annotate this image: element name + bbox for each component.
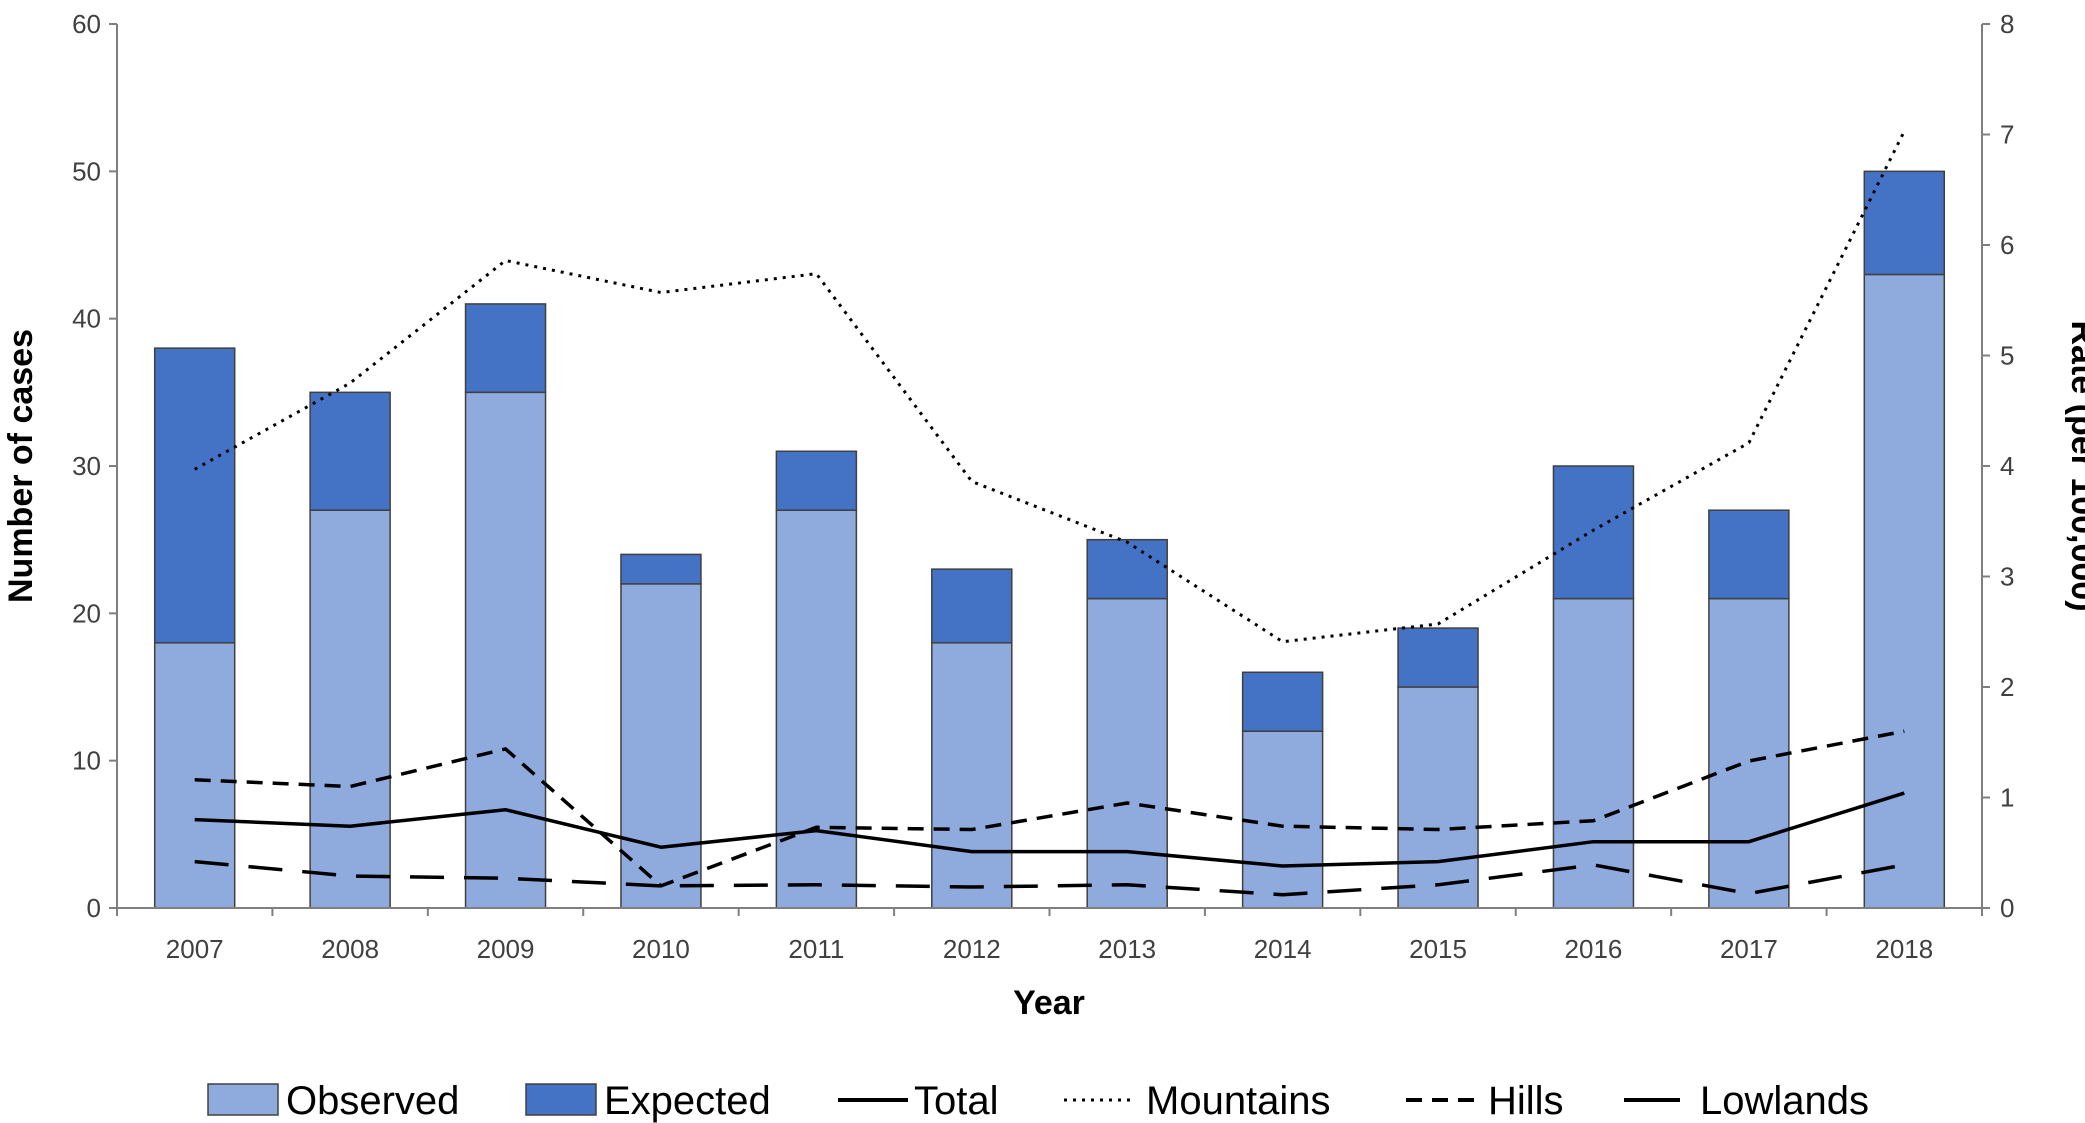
x-tick-label: 2011 [788, 934, 844, 964]
bar-observed-2016 [1552, 597, 1635, 909]
legend-label-hills: Hills [1488, 1079, 1564, 1123]
y-tick-label: 20 [72, 598, 101, 628]
x-tick-label: 2012 [943, 934, 1001, 964]
lines-layer [193, 130, 1906, 897]
legend-swatch-observed [207, 1083, 279, 1116]
y2-tick-label: 5 [2000, 341, 2014, 371]
legend: Observed Expected Total Mountains Hills … [207, 1079, 1869, 1123]
bar-observed-2013 [1086, 597, 1168, 909]
x-tick-label: 2009 [477, 934, 535, 964]
y2-tick-label: 6 [2000, 230, 2014, 260]
legend-label-total: Total [914, 1079, 999, 1123]
x-tick-label: 2008 [321, 934, 379, 964]
bar-observed-2018 [1863, 273, 1946, 909]
x-tick-label: 2018 [1875, 934, 1933, 964]
bar-expected-2010 [620, 553, 702, 585]
bar-expected-2016 [1552, 465, 1635, 600]
x-tick-label: 2007 [166, 934, 224, 964]
bar-observed-2008 [309, 509, 391, 909]
y2-tick-label: 0 [2000, 893, 2014, 923]
bar-expected-2012 [931, 568, 1013, 644]
bar-observed-2010 [620, 583, 702, 909]
legend-label-observed: Observed [286, 1079, 459, 1123]
bar-expected-2017 [1708, 509, 1790, 600]
bar-expected-2007 [153, 347, 236, 644]
x-tick-label: 2014 [1254, 934, 1312, 964]
y2-tick-label: 8 [2000, 9, 2014, 39]
legend-label-expected: Expected [604, 1079, 771, 1123]
y2-tick-label: 4 [2000, 451, 2014, 481]
bar-observed-2007 [153, 642, 236, 909]
bar-observed-2012 [931, 642, 1013, 909]
y2-axis-title: Rate (per 100,000) [2064, 320, 2085, 611]
bar-expected-2018 [1863, 170, 1946, 276]
x-tick-label: 2015 [1409, 934, 1467, 964]
bar-observed-2009 [464, 391, 547, 909]
y2-tick-label: 1 [2000, 783, 2014, 813]
bar-expected-2011 [775, 450, 858, 511]
legend-label-mountains: Mountains [1146, 1079, 1331, 1123]
ticks-layer: 0 10 20 30 40 50 60 0 1 2 3 4 5 6 7 8 2007 2008 2009 2010 20… [72, 9, 2014, 964]
y2-tick-label: 3 [2000, 562, 2014, 592]
bar-observed-2015 [1397, 686, 1479, 909]
y-tick-label: 0 [87, 893, 101, 923]
x-tick-label: 2013 [1098, 934, 1156, 964]
bar-observed-2017 [1708, 597, 1790, 909]
x-axis-title: Year [1013, 984, 1085, 1022]
axes-layer [116, 24, 1983, 909]
bar-observed-2014 [1241, 730, 1324, 909]
bar-expected-2009 [464, 303, 547, 394]
bars-layer [153, 170, 1946, 909]
line-lowlands [194, 859, 1905, 897]
y2-tick-label: 7 [2000, 120, 2014, 150]
bar-expected-2008 [309, 391, 391, 511]
line-hills [194, 729, 1905, 888]
x-tick-label: 2017 [1720, 934, 1778, 964]
bar-expected-2014 [1241, 671, 1324, 732]
line-total [194, 791, 1905, 868]
bar-expected-2013 [1086, 538, 1168, 600]
bar-observed-2011 [775, 509, 858, 909]
legend-label-lowlands: Lowlands [1700, 1079, 1869, 1123]
x-tick-label: 2016 [1565, 934, 1623, 964]
bar-expected-2015 [1397, 627, 1479, 688]
y-tick-label: 30 [72, 451, 101, 481]
y-tick-label: 40 [72, 304, 101, 334]
y-tick-label: 50 [72, 156, 101, 186]
line-mountains [193, 130, 1906, 644]
y-tick-label: 60 [72, 9, 101, 39]
legend-swatch-expected [525, 1083, 597, 1116]
y-axis-title: Number of cases [2, 329, 40, 603]
y-tick-label: 10 [72, 746, 101, 776]
y2-tick-label: 2 [2000, 672, 2014, 702]
x-tick-label: 2010 [632, 934, 690, 964]
